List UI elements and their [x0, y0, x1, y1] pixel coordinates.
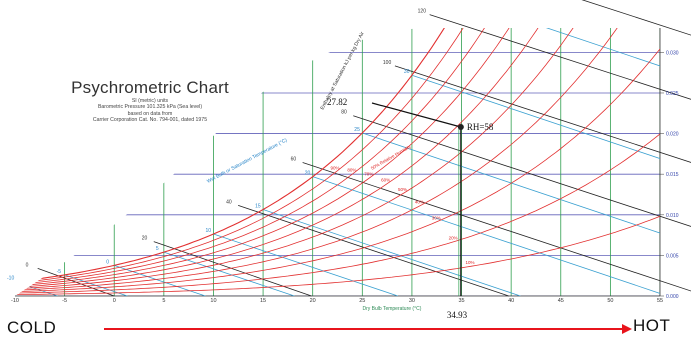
- chart-subtitle-3: based on data from: [127, 110, 173, 117]
- wet-bulb-tick-label: -10: [7, 276, 14, 282]
- enthalpy-tick-label: 40: [226, 199, 232, 205]
- dry-bulb-tick-label: -10: [11, 298, 19, 304]
- rh-curve: [15, 28, 522, 287]
- dry-bulb-tick-label: 55: [657, 298, 663, 304]
- humidity-ratio-tick-label: 0.010: [666, 213, 679, 219]
- wet-bulb-line: [411, 74, 660, 296]
- point-dry-bulb-label: 34.93: [447, 310, 468, 320]
- enthalpy-line: [429, 14, 691, 100]
- rh-curve: [15, 133, 660, 294]
- dry-bulb-tick-label: 25: [359, 298, 365, 304]
- rh-curve-label: 50%: [398, 187, 407, 192]
- dry-bulb-tick-label: 45: [558, 298, 564, 304]
- wet-bulb-tick-label: 20: [305, 171, 311, 177]
- wet-bulb-tick-label: 25: [354, 127, 360, 133]
- point-rh-label: RH=58: [467, 122, 494, 132]
- rh-curve-label: 40%: [415, 199, 424, 204]
- rh-curve-label: 30%: [432, 215, 441, 220]
- wet-bulb-line: [262, 209, 521, 296]
- wet-bulb-line: [312, 176, 660, 296]
- chart-point: 27.82 RH=58 34.93: [327, 97, 494, 320]
- rh-curve-label: 10%: [465, 260, 474, 265]
- rh-curve-label: 20%: [449, 235, 458, 240]
- humidity-ratio-tick-label: 0.000: [666, 294, 679, 300]
- point-enthalpy-label: 27.82: [327, 97, 347, 107]
- humidity-ratio-tick-label: 0.005: [666, 253, 679, 259]
- rh-curve: [15, 28, 477, 284]
- chart-subtitle-1: SI (metric) units: [131, 98, 169, 104]
- enthalpy-line: [394, 65, 691, 163]
- rh-curve: [15, 28, 497, 285]
- enthalpy-line: [353, 115, 691, 227]
- dry-bulb-tick-label: 15: [260, 298, 266, 304]
- wet-bulb-line: [362, 132, 660, 296]
- chart-title-block: Psychrometric Chart SI (metric) units Ba…: [20, 78, 280, 124]
- wet-bulb-tick-label: 0: [106, 259, 109, 265]
- enthalpy-tick-label: 0: [26, 262, 29, 268]
- dry-bulb-tick-label: 40: [508, 298, 514, 304]
- rh-curve: [15, 28, 631, 291]
- humidity-ratio-tick-label: 0.020: [666, 132, 679, 138]
- dry-bulb-tick-label: 35: [458, 298, 464, 304]
- wet-bulb-tick-label: 10: [205, 228, 211, 234]
- chart-grid: [15, 28, 664, 297]
- enthalpy-line: [581, 0, 691, 36]
- enthalpy-tick-label: 60: [291, 156, 297, 162]
- dry-bulb-tick-label: 50: [607, 298, 613, 304]
- wet-bulb-tick-label: 15: [255, 204, 261, 210]
- arrow-head: [622, 324, 632, 334]
- rh-curve: [15, 215, 660, 295]
- wet-bulb-line: [213, 233, 398, 296]
- cold-label: COLD: [7, 318, 57, 337]
- chart-curves: [15, 0, 691, 297]
- dry-bulb-tick-label: 20: [310, 298, 316, 304]
- rh-curve-label: 90%: [331, 165, 340, 170]
- rh-curve: [15, 28, 586, 290]
- point-enthalpy-line: [371, 102, 462, 128]
- humidity-ratio-tick-label: 0.025: [666, 91, 679, 97]
- rh-curve: [15, 28, 458, 283]
- dry-bulb-tick-label: 5: [162, 298, 165, 304]
- dry-bulb-tick-label: -5: [62, 298, 67, 304]
- rh-curve: [15, 28, 552, 288]
- wet-bulb-line: [461, 28, 660, 296]
- enthalpy-line: [238, 205, 509, 297]
- rh-curve-label: 60%: [381, 178, 390, 183]
- x-axis-label: Dry Bulb Temperature (°C): [362, 306, 421, 312]
- enthalpy-tick-label: 80: [341, 110, 347, 116]
- rh-curve-label: 70%: [364, 171, 373, 176]
- wet-bulb-tick-label: -5: [57, 269, 62, 275]
- dry-bulb-tick-label: 30: [409, 298, 415, 304]
- wet-bulb-axis-label: Wet Bulb or Saturation Temperature (°C): [206, 137, 288, 185]
- wet-bulb-line: [163, 251, 295, 296]
- chart-labels: 0.000 0.005 0.010 0.015 0.020 0.025 0.030 -10 -5…: [7, 9, 679, 312]
- enthalpy-tick-label: 100: [383, 60, 392, 66]
- humidity-ratio-tick-label: 0.015: [666, 172, 679, 178]
- operating-point-marker: [457, 124, 464, 130]
- chart-subtitle-4: Carrier Corporation Cat. No. 794-001, da…: [92, 117, 208, 124]
- enthalpy-line: [153, 241, 312, 297]
- dry-bulb-tick-label: 10: [210, 298, 216, 304]
- rh-curve: [15, 48, 660, 293]
- enthalpy-tick-label: 120: [418, 9, 427, 15]
- humidity-ratio-tick-label: 0.030: [666, 50, 679, 56]
- dry-bulb-tick-label: 0: [113, 298, 116, 304]
- rh-curve-label: 80%: [347, 167, 356, 172]
- chart-subtitle-2: Barometric Pressure 101.325 kPa (Sea lev…: [97, 104, 203, 111]
- wet-bulb-tick-label: 30: [404, 69, 410, 75]
- rh-axis-label: 50% Relative Humidity: [370, 144, 412, 171]
- cold-hot-arrow: [104, 324, 632, 334]
- chart-title: Psychrometric Chart: [71, 78, 229, 97]
- wet-bulb-tick-label: 5: [156, 246, 159, 252]
- enthalpy-tick-label: 20: [142, 236, 148, 242]
- enthalpy-line: [302, 162, 691, 292]
- hot-label: HOT: [633, 316, 671, 335]
